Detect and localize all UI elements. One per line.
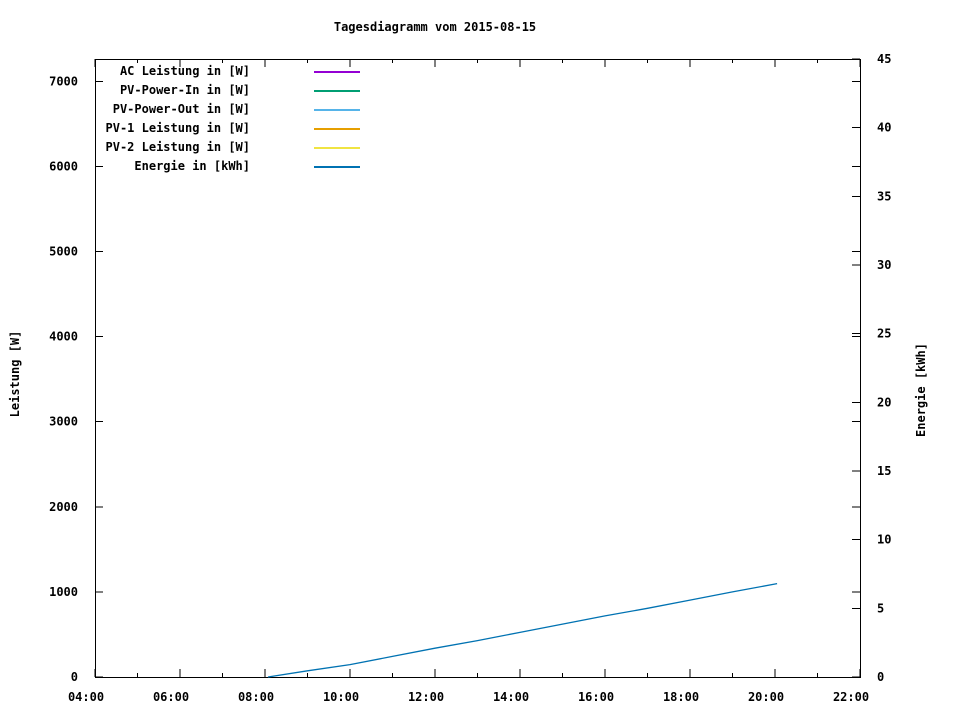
legend-line-sample <box>314 71 360 73</box>
legend-label: PV-Power-In in [W] <box>119 83 250 97</box>
legend-entry: PV-1 Leistung in [W] <box>0 119 370 138</box>
legend-label: PV-2 Leistung in [W] <box>105 140 251 154</box>
legend-entry: PV-2 Leistung in [W] <box>0 138 370 157</box>
legend-line-sample <box>314 147 360 149</box>
legend-line-sample <box>314 128 360 130</box>
x-tick-label: 08:00 <box>238 690 274 704</box>
y2-tick-label: 30 <box>877 258 891 272</box>
legend-line-sample <box>314 166 360 168</box>
y1-tick-label: 0 <box>71 670 78 684</box>
x-tick-label: 20:00 <box>748 690 784 704</box>
x-tick-label: 04:00 <box>68 690 104 704</box>
y1-tick-label: 4000 <box>49 330 78 344</box>
y1-tick-label: 3000 <box>49 415 78 429</box>
y2-tick-label: 5 <box>877 601 884 615</box>
y1-tick-label: 1000 <box>49 585 78 599</box>
x-tick-label: 14:00 <box>493 690 529 704</box>
legend-label: PV-Power-Out in [W] <box>112 102 250 116</box>
y1-tick-label: 2000 <box>49 500 78 514</box>
legend-label: AC Leistung in [W] <box>119 64 250 78</box>
x-tick-label: 18:00 <box>663 690 699 704</box>
y1-tick-label: 6000 <box>49 159 78 173</box>
legend-line-sample <box>314 109 360 111</box>
y2-tick-label: 45 <box>877 52 891 66</box>
x-tick-label: 10:00 <box>323 690 359 704</box>
legend-entry: AC Leistung in [W] <box>0 62 370 81</box>
x-tick-label: 12:00 <box>408 690 444 704</box>
series-line-Energie in [kWh] <box>267 582 778 678</box>
y1-tick-label: 7000 <box>49 74 78 88</box>
y2-tick-label: 35 <box>877 189 891 203</box>
legend-label: PV-1 Leistung in [W] <box>105 121 251 135</box>
x-tick-label: 06:00 <box>153 690 189 704</box>
y2-tick-label: 0 <box>877 670 884 684</box>
legend-entry: PV-Power-In in [W] <box>0 81 370 100</box>
y1-tick-label: 5000 <box>49 245 78 259</box>
legend: AC Leistung in [W] PV-Power-In in [W] PV… <box>0 62 370 176</box>
legend-line-sample <box>314 90 360 92</box>
legend-entry: PV-Power-Out in [W] <box>0 100 370 119</box>
chart-title: Tagesdiagramm vom 2015-08-15 <box>333 20 537 34</box>
y2-tick-label: 40 <box>877 121 891 135</box>
legend-entry: Energie in [kWh] <box>0 157 370 176</box>
x-tick-label: 16:00 <box>578 690 614 704</box>
legend-label: Energie in [kWh] <box>134 159 250 173</box>
y2-tick-label: 25 <box>877 327 891 341</box>
x-tick-label: 22:00 <box>833 690 869 704</box>
y2-tick-label: 20 <box>877 395 891 409</box>
y2-tick-label: 10 <box>877 533 891 547</box>
y2-tick-label: 15 <box>877 464 891 478</box>
